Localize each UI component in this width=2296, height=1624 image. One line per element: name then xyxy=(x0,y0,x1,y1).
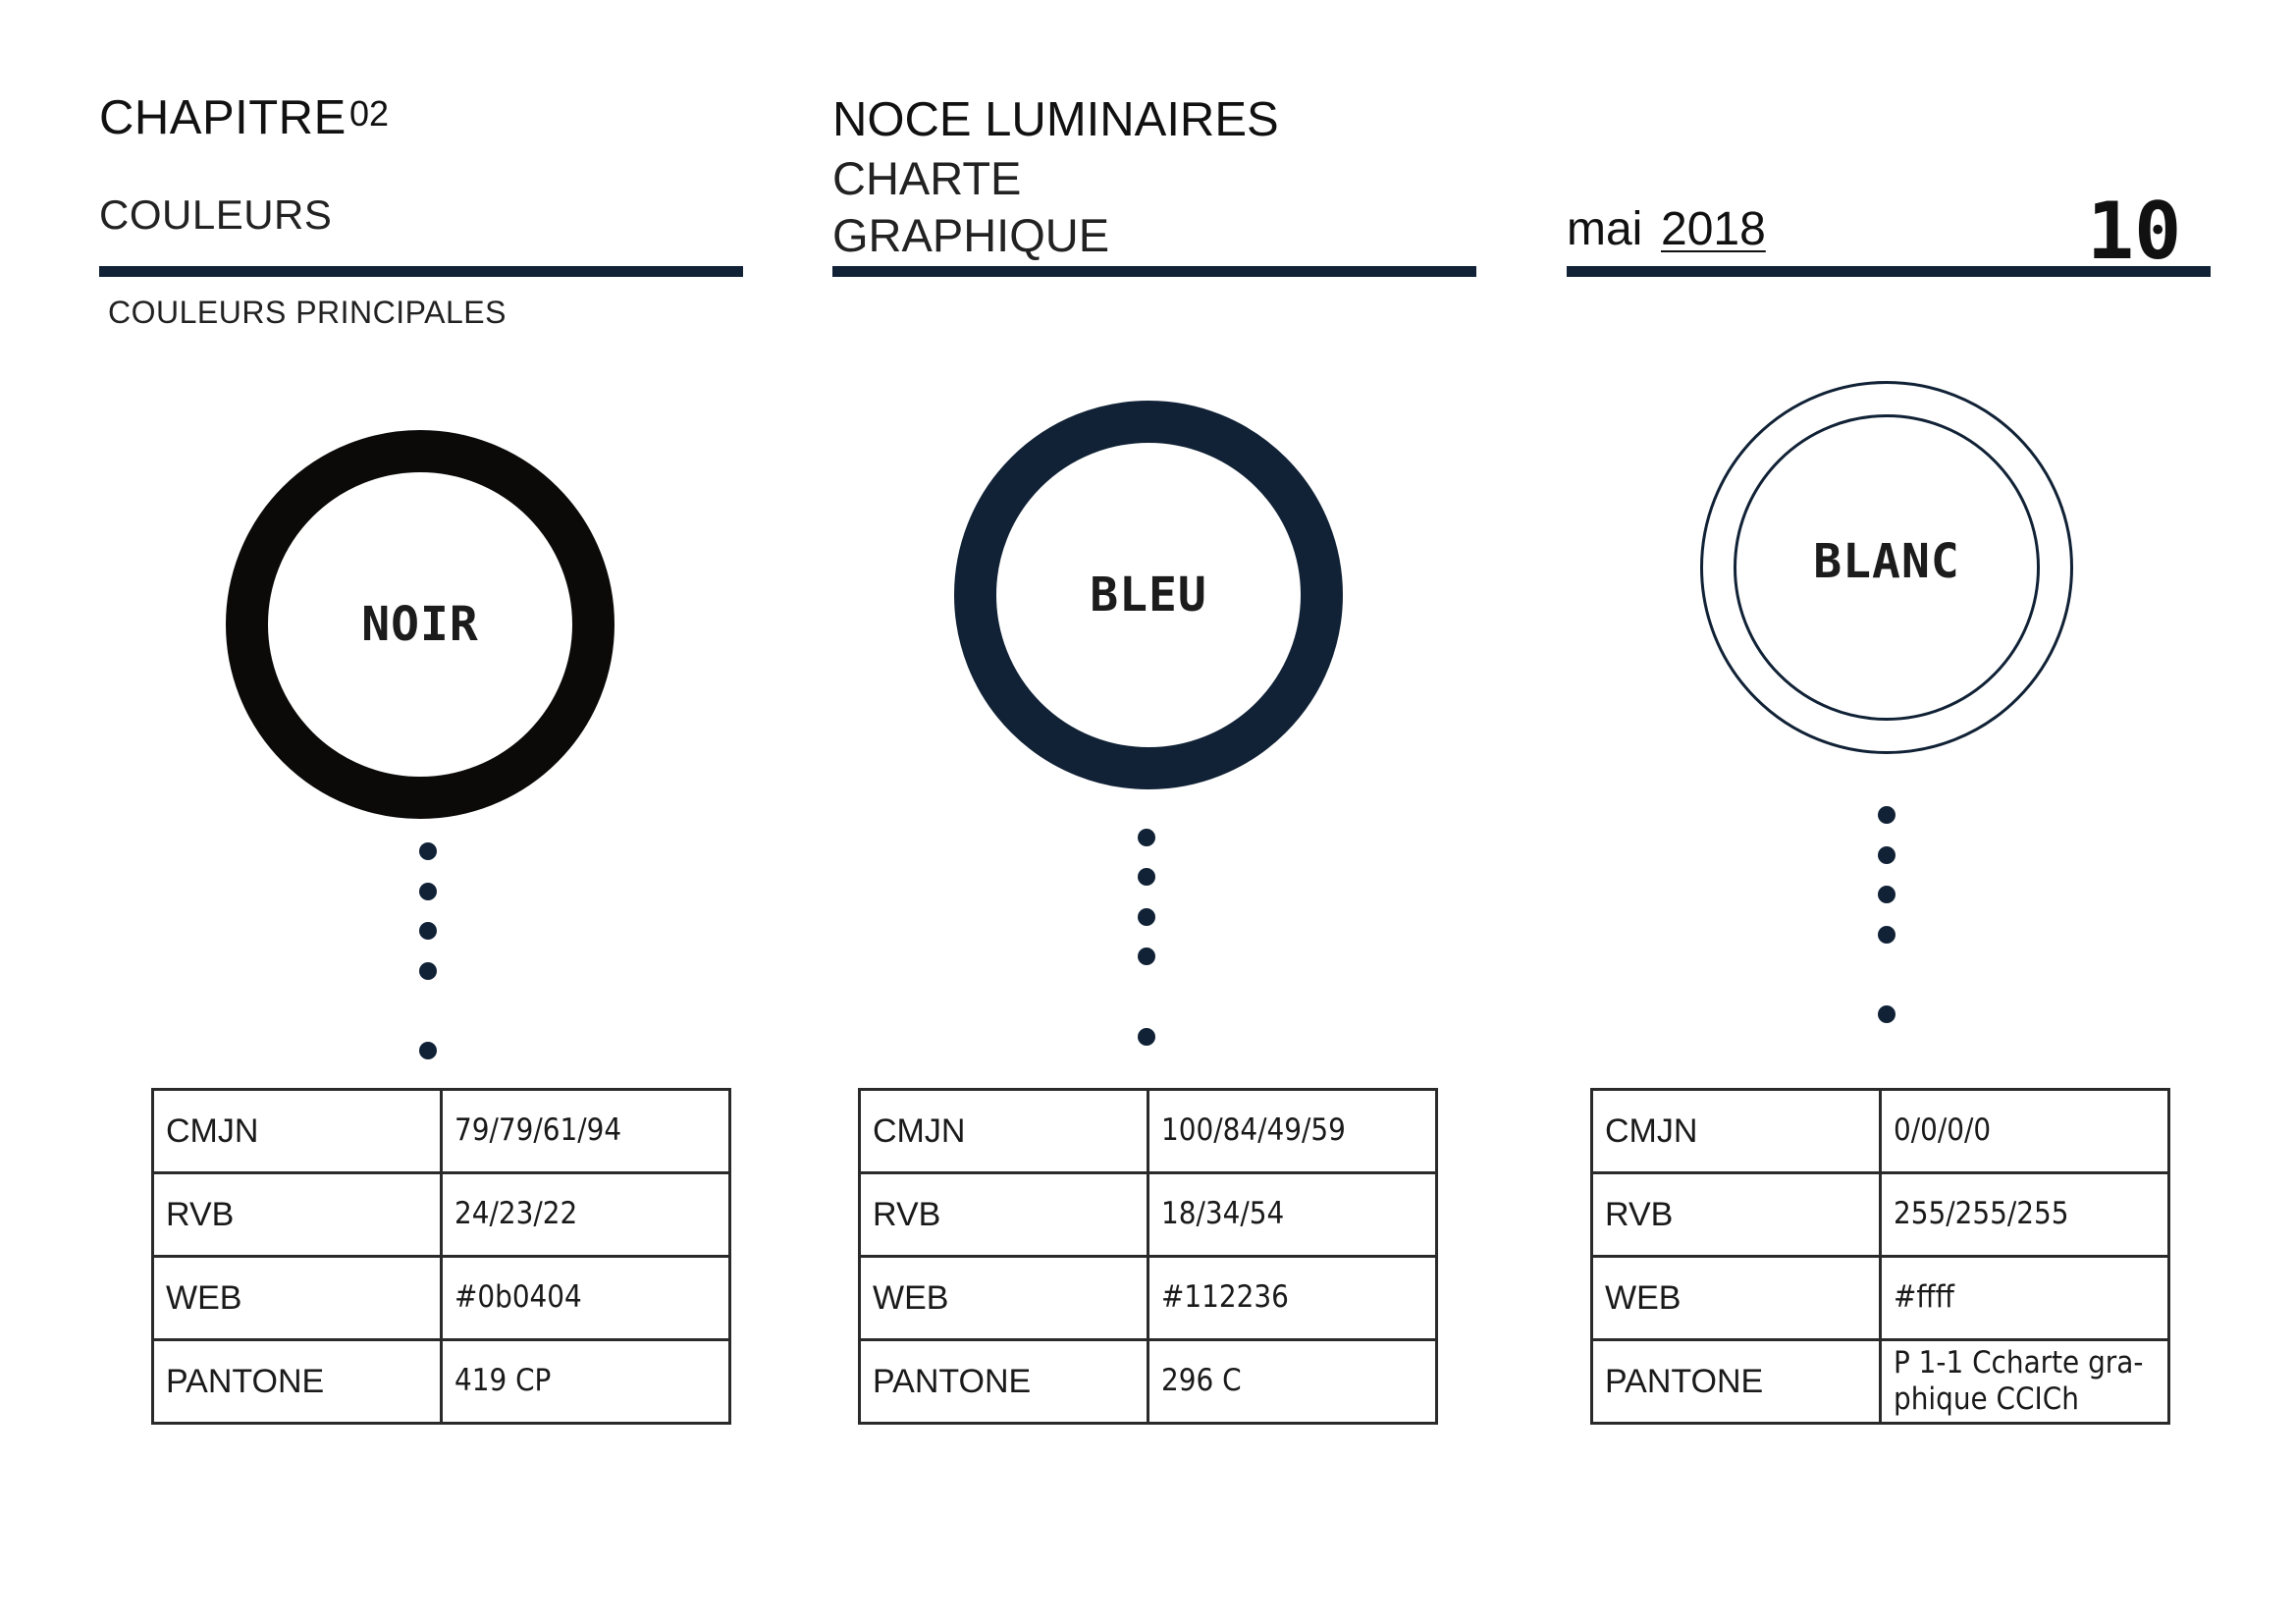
connector-dot xyxy=(419,842,437,860)
spec-value-rvb: 255/255/255 xyxy=(1879,1171,2170,1258)
spec-key-pantone: PANTONE xyxy=(858,1338,1149,1425)
spec-key-pantone: PANTONE xyxy=(1590,1338,1882,1425)
spec-key-web: WEB xyxy=(151,1255,443,1341)
section-title: COULEURS xyxy=(99,191,333,238)
connector-dot xyxy=(1138,908,1155,926)
color-name-noir: NOIR xyxy=(361,597,479,652)
connector-dot xyxy=(1878,806,1896,824)
connector-dot xyxy=(1878,926,1896,944)
connector-dot xyxy=(419,883,437,900)
spec-key-pantone: PANTONE xyxy=(151,1338,443,1425)
table-row: PANTONE 419 CP xyxy=(151,1338,731,1425)
connector-dot xyxy=(1878,886,1896,903)
spec-value-cmjn: 100/84/49/59 xyxy=(1147,1088,1438,1174)
spec-value-pantone: 419 CP xyxy=(440,1338,731,1425)
spec-key-web: WEB xyxy=(1590,1255,1882,1341)
color-swatch-blanc-outer-ring xyxy=(1700,381,2073,754)
spec-key-web: WEB xyxy=(858,1255,1149,1341)
connector-dot xyxy=(1138,947,1155,965)
subsection-title: COULEURS PRINCIPALES xyxy=(108,295,507,330)
spec-value-rvb: 24/23/22 xyxy=(440,1171,731,1258)
table-row: RVB 24/23/22 xyxy=(151,1171,731,1258)
spec-value-cmjn: 0/0/0/0 xyxy=(1879,1088,2170,1174)
color-name-blanc: BLANC xyxy=(1813,534,1960,589)
spec-value-pantone: P 1-1 Ccharte gra-phique CCICh xyxy=(1879,1338,2170,1425)
connector-dot xyxy=(1138,1028,1155,1046)
spec-key-rvb: RVB xyxy=(151,1171,443,1258)
spec-value-pantone: 296 C xyxy=(1147,1338,1438,1425)
connector-dot xyxy=(419,962,437,980)
connector-dot xyxy=(1138,868,1155,886)
spec-key-cmjn: CMJN xyxy=(858,1088,1149,1174)
document-title-line-2: GRAPHIQUE xyxy=(832,209,1110,261)
document-title-line-1: CHARTE xyxy=(832,152,1022,204)
color-spec-table-noir: CMJN 79/79/61/94 RVB 24/23/22 WEB #0b040… xyxy=(151,1088,731,1425)
table-row: CMJN 0/0/0/0 xyxy=(1590,1088,2170,1174)
table-row: RVB 255/255/255 xyxy=(1590,1171,2170,1258)
connector-dot xyxy=(1878,846,1896,864)
page-number: 10 xyxy=(2087,186,2182,277)
date-year: 2018 xyxy=(1661,203,1766,255)
connector-dot xyxy=(1878,1005,1896,1023)
table-row: RVB 18/34/54 xyxy=(858,1171,1438,1258)
chapter-number: 02 xyxy=(349,93,390,134)
color-spec-table-blanc: CMJN 0/0/0/0 RVB 255/255/255 WEB #ffff P… xyxy=(1590,1088,2170,1425)
header-rule-center xyxy=(832,266,1476,277)
connector-dot xyxy=(419,922,437,940)
table-row: PANTONE 296 C xyxy=(858,1338,1438,1425)
table-row: WEB #0b0404 xyxy=(151,1255,731,1341)
spec-key-rvb: RVB xyxy=(1590,1171,1882,1258)
spec-value-web: #0b0404 xyxy=(440,1255,731,1341)
color-name-bleu: BLEU xyxy=(1090,568,1207,623)
connector-dot xyxy=(419,1042,437,1059)
header-rule-right xyxy=(1567,266,2211,277)
table-row: WEB #ffff xyxy=(1590,1255,2170,1341)
connector-dot xyxy=(1138,829,1155,846)
spec-key-cmjn: CMJN xyxy=(1590,1088,1882,1174)
chapter-label: CHAPITRE xyxy=(99,91,347,144)
table-row: CMJN 79/79/61/94 xyxy=(151,1088,731,1174)
brand-name: NOCE LUMINAIRES xyxy=(832,93,1279,146)
date-month: mai xyxy=(1567,203,1643,255)
table-row: CMJN 100/84/49/59 xyxy=(858,1088,1438,1174)
color-swatch-blanc-inner-ring xyxy=(1734,414,2040,721)
spec-value-web: #ffff xyxy=(1879,1255,2170,1341)
header-rule-left xyxy=(99,266,743,277)
table-row: PANTONE P 1-1 Ccharte gra-phique CCICh xyxy=(1590,1338,2170,1425)
spec-value-web: #112236 xyxy=(1147,1255,1438,1341)
spec-key-cmjn: CMJN xyxy=(151,1088,443,1174)
spec-value-rvb: 18/34/54 xyxy=(1147,1171,1438,1258)
spec-value-cmjn: 79/79/61/94 xyxy=(440,1088,731,1174)
spec-key-rvb: RVB xyxy=(858,1171,1149,1258)
table-row: WEB #112236 xyxy=(858,1255,1438,1341)
color-spec-table-bleu: CMJN 100/84/49/59 RVB 18/34/54 WEB #1122… xyxy=(858,1088,1438,1425)
